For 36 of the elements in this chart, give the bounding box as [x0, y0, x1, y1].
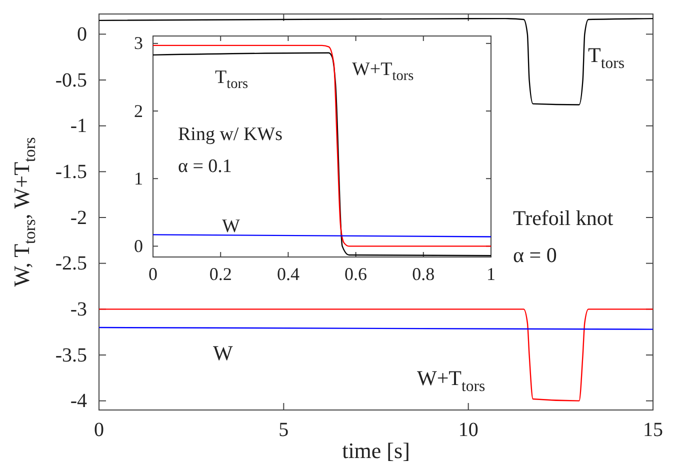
y-tick-label: -3.5 [55, 344, 87, 366]
x-tick-label: 0.2 [209, 264, 232, 284]
annotation: W+T$_{tors}$ [417, 366, 486, 395]
x-axis-title: time [s] [342, 438, 410, 463]
annotation: W+T$_{tors}$ [352, 59, 414, 84]
annotation: W [213, 341, 233, 365]
y-tick-label: -2 [70, 206, 87, 229]
y-tick-label: 2 [134, 100, 143, 121]
line-series [98, 308, 654, 402]
y-tick-label: 3 [134, 33, 143, 54]
y-tick-label: -0.5 [55, 69, 87, 92]
x-tick-label: 0 [148, 264, 158, 284]
x-tick-label: 0 [94, 419, 104, 442]
y-tick-label: -4 [70, 390, 87, 412]
annotation: α = 0.1 [178, 156, 232, 177]
annotation: α = 0 [513, 243, 557, 267]
y-tick-label: -3 [70, 298, 87, 321]
x-tick-label: 15 [643, 419, 663, 442]
y-tick-label: 1 [134, 168, 143, 188]
annotation: Ring w/ KWs [178, 124, 282, 145]
y-tick-label: -1 [70, 115, 87, 138]
y-tick-label: 0 [77, 24, 87, 46]
x-tick-label: 0.6 [344, 264, 368, 284]
x-tick-label: 1 [486, 264, 496, 284]
x-tick-label: 5 [278, 419, 289, 442]
annotation: Trefoil knot [513, 206, 614, 230]
annotation: W [222, 216, 240, 237]
y-tick-label: -1.5 [55, 161, 87, 184]
x-tick-label: 0.8 [412, 264, 435, 284]
y-tick-label: 0 [134, 236, 143, 256]
x-tick-label: 0.4 [276, 264, 300, 284]
x-tick-label: 10 [458, 419, 478, 442]
annotation: T$_{tors}$ [588, 43, 624, 72]
annotation: T$_{tors}$ [215, 67, 248, 92]
y-tick-label: -2.5 [55, 252, 87, 275]
line-series [98, 18, 654, 106]
